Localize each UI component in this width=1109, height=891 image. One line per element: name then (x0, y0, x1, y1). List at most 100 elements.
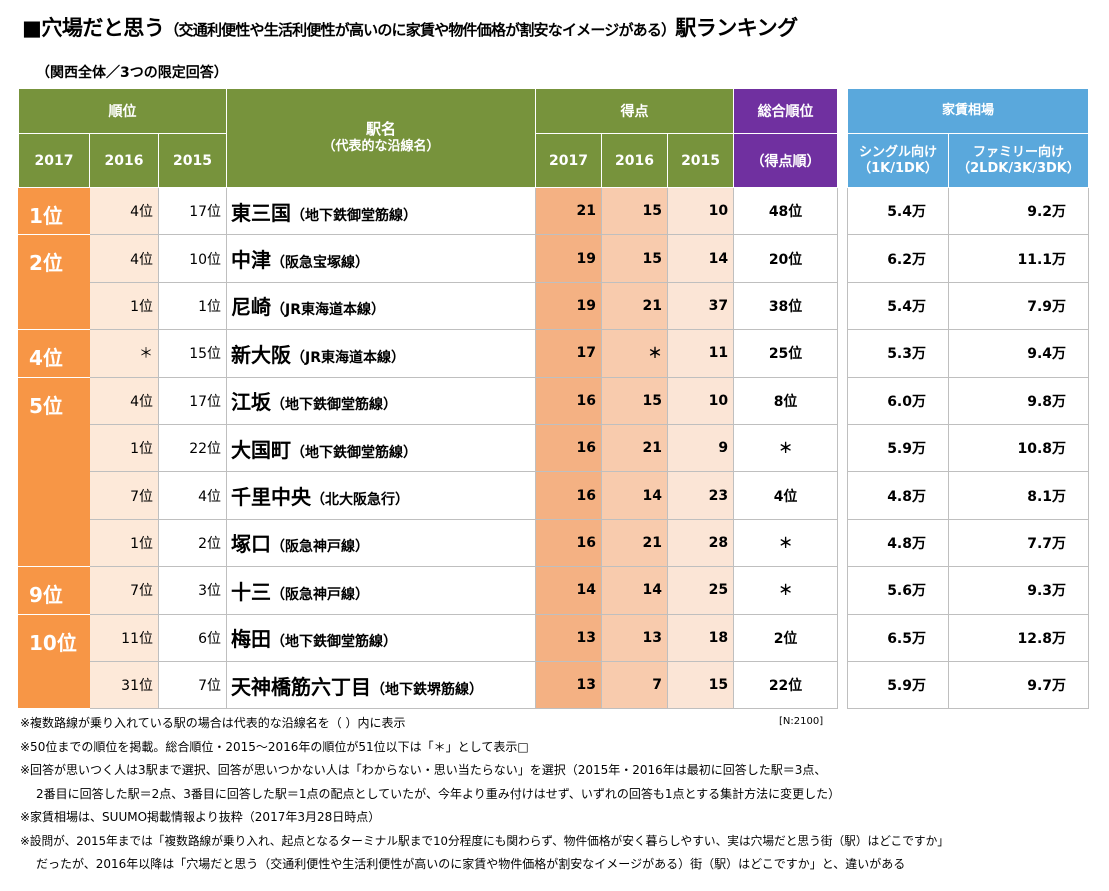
rank-2016: 4位 (89, 234, 159, 283)
page-title: ■穴場だと思う（交通利便性や生活利便性が高いのに家賃や物件価格が割安なイメージが… (22, 12, 798, 42)
score-2016: 15 (601, 234, 669, 283)
header-rent: 家賃相場 (846, 88, 1090, 134)
score-2015: 23 (667, 471, 735, 520)
score-2015: 9 (667, 423, 735, 473)
rent-family: 9.4万 (947, 329, 1090, 378)
station-name: 千里中央 (231, 485, 312, 510)
station-name: 東三国 (231, 200, 292, 225)
station-name: 江坂 (231, 390, 272, 415)
rent-single: 6.5万 (847, 613, 949, 662)
station-name: 中津 (231, 248, 272, 273)
rent-row: 5.9万 10.8万 (847, 423, 1090, 473)
score-2017: 13 (535, 613, 603, 662)
table-row: 1位 4位 17位 東三国（地下鉄御堂筋線） 21 15 10 48位 (18, 186, 839, 236)
rent-row: 4.8万 7.7万 (847, 518, 1090, 568)
rank-2016: 31位 (89, 660, 159, 710)
rent-row: 6.5万 12.8万 (847, 613, 1090, 662)
rank-2015: 17位 (157, 186, 228, 236)
footnote: ※50位までの順位を掲載。総合順位・2015～2016年の順位が51位以下は「＊… (20, 739, 529, 754)
rent-row: 5.6万 9.3万 (847, 566, 1090, 615)
footnote: ※複数路線が乗り入れている駅の場合は代表的な沿線名を（ ）内に表示 (20, 716, 406, 730)
title-suffix: 駅ランキング (675, 16, 798, 40)
station-name: 梅田 (231, 627, 272, 652)
footnote: ※回答が思いつく人は3駅まで選択、回答が思いつかない人は「わからない・思い当たら… (20, 763, 827, 777)
rent-single: 5.6万 (847, 566, 949, 615)
rank-2015: 2位 (157, 518, 228, 568)
rent-family: 8.1万 (947, 471, 1090, 520)
header-station: 駅名 （代表的な沿線名） (226, 88, 537, 188)
rent-family: 9.7万 (947, 660, 1090, 710)
score-2016: 7 (601, 660, 669, 710)
overall-rank: ＊ (733, 423, 839, 473)
rank-2015: 3位 (157, 566, 228, 615)
rank-2016: 7位 (89, 566, 159, 615)
header-rank-2016: 2016 (89, 133, 159, 188)
station-cell: 梅田（地下鉄御堂筋線） (226, 613, 537, 662)
rank-2016: 11位 (89, 613, 159, 662)
score-2015: 25 (667, 566, 735, 615)
rent-single: 5.9万 (847, 423, 949, 473)
header-station-sub: （代表的な沿線名） (322, 139, 440, 155)
rank-2017: 9位 (18, 566, 90, 615)
rent-single: 6.0万 (847, 376, 949, 425)
overall-rank: 2位 (733, 613, 839, 662)
rank-2015: 17位 (157, 376, 228, 425)
header-score-2017: 2017 (535, 133, 603, 188)
rent-row: 6.2万 11.1万 (847, 234, 1090, 283)
rank-2016: 1位 (89, 518, 159, 568)
overall-rank: ＊ (733, 518, 839, 568)
score-2017: 16 (535, 471, 603, 520)
rent-family: 11.1万 (947, 234, 1090, 283)
title-paren: （交通利便性や生活利便性が高いのに家賃や物件価格が割安なイメージがある） (164, 21, 676, 39)
score-2015: 28 (667, 518, 735, 568)
table-row: 7位 4位 千里中央（北大阪急行） 16 14 23 4位 (19, 471, 839, 520)
page-subtitle: （関西全体／3つの限定回答） (36, 65, 228, 81)
station-name: 十三 (231, 579, 272, 604)
ranking-table: 順位 駅名 （代表的な沿線名） 得点 総合順位 2017 2016 2015 2… (17, 88, 839, 710)
rent-row: 5.4万 7.9万 (847, 281, 1090, 331)
rank-2015: 15位 (157, 329, 228, 378)
station-name: 塚口 (231, 532, 272, 557)
station-line: （地下鉄御堂筋線） (271, 397, 398, 414)
station-name: 天神橋筋六丁目 (231, 674, 372, 699)
station-line: （阪急神戸線） (271, 539, 370, 556)
station-line: （地下鉄御堂筋線） (291, 207, 418, 224)
header-rank-2017: 2017 (18, 133, 90, 188)
rent-row: 6.0万 9.8万 (847, 376, 1090, 425)
footnotes: ※複数路線が乗り入れている駅の場合は代表的な沿線名を（ ）内に表示 ※50位まで… (20, 712, 1105, 877)
table-row: 2位 4位 10位 中津（阪急宝塚線） 19 15 14 20位 (18, 234, 839, 331)
score-2016: 21 (601, 518, 669, 568)
station-line: （地下鉄御堂筋線） (291, 444, 418, 461)
rank-2016: 4位 (89, 376, 159, 425)
header-overall-sub: （得点順） (733, 133, 839, 188)
header-rank: 順位 (17, 88, 228, 134)
header-score-2015: 2015 (667, 133, 735, 188)
header-rank-2015: 2015 (157, 133, 228, 188)
rent-single: 5.4万 (847, 186, 949, 236)
score-2017: 21 (535, 186, 603, 236)
station-cell: 尼崎（JR東海道本線） (226, 281, 537, 331)
header-score: 得点 (535, 88, 735, 134)
table-row: 9位 7位 3位 十三（阪急神戸線） 14 14 25 ＊ (18, 566, 839, 615)
score-2015: 14 (667, 234, 735, 283)
rank-2017: 5位 (18, 376, 90, 568)
score-2016: ＊ (601, 329, 669, 378)
rent-row: 4.8万 8.1万 (847, 471, 1090, 520)
rent-single: 5.3万 (847, 329, 949, 378)
overall-rank: 4位 (733, 471, 839, 520)
score-2016: 21 (601, 423, 669, 473)
overall-rank: 22位 (733, 660, 839, 710)
rent-single: 4.8万 (847, 471, 949, 520)
rank-2017: 2位 (18, 234, 90, 331)
rent-family: 9.2万 (947, 186, 1090, 236)
station-name: 新大阪 (231, 342, 292, 367)
table-row: 5位 4位 17位 江坂（地下鉄御堂筋線） 16 15 10 8位 (18, 376, 839, 568)
rank-2015: 4位 (157, 471, 228, 520)
footnote: だったが、2016年以降は「穴場だと思う（交通利便性や生活利便性が高いのに家賃や… (36, 857, 906, 871)
rank-2017: 4位 (18, 329, 90, 378)
rank-2016: ＊ (89, 329, 159, 378)
score-2015: 10 (667, 186, 735, 236)
table-row: 31位 7位 天神橋筋六丁目（地下鉄堺筋線） 13 7 15 22位 (19, 660, 839, 710)
station-cell: 天神橋筋六丁目（地下鉄堺筋線） (226, 660, 537, 710)
station-line: （阪急神戸線） (271, 586, 370, 603)
